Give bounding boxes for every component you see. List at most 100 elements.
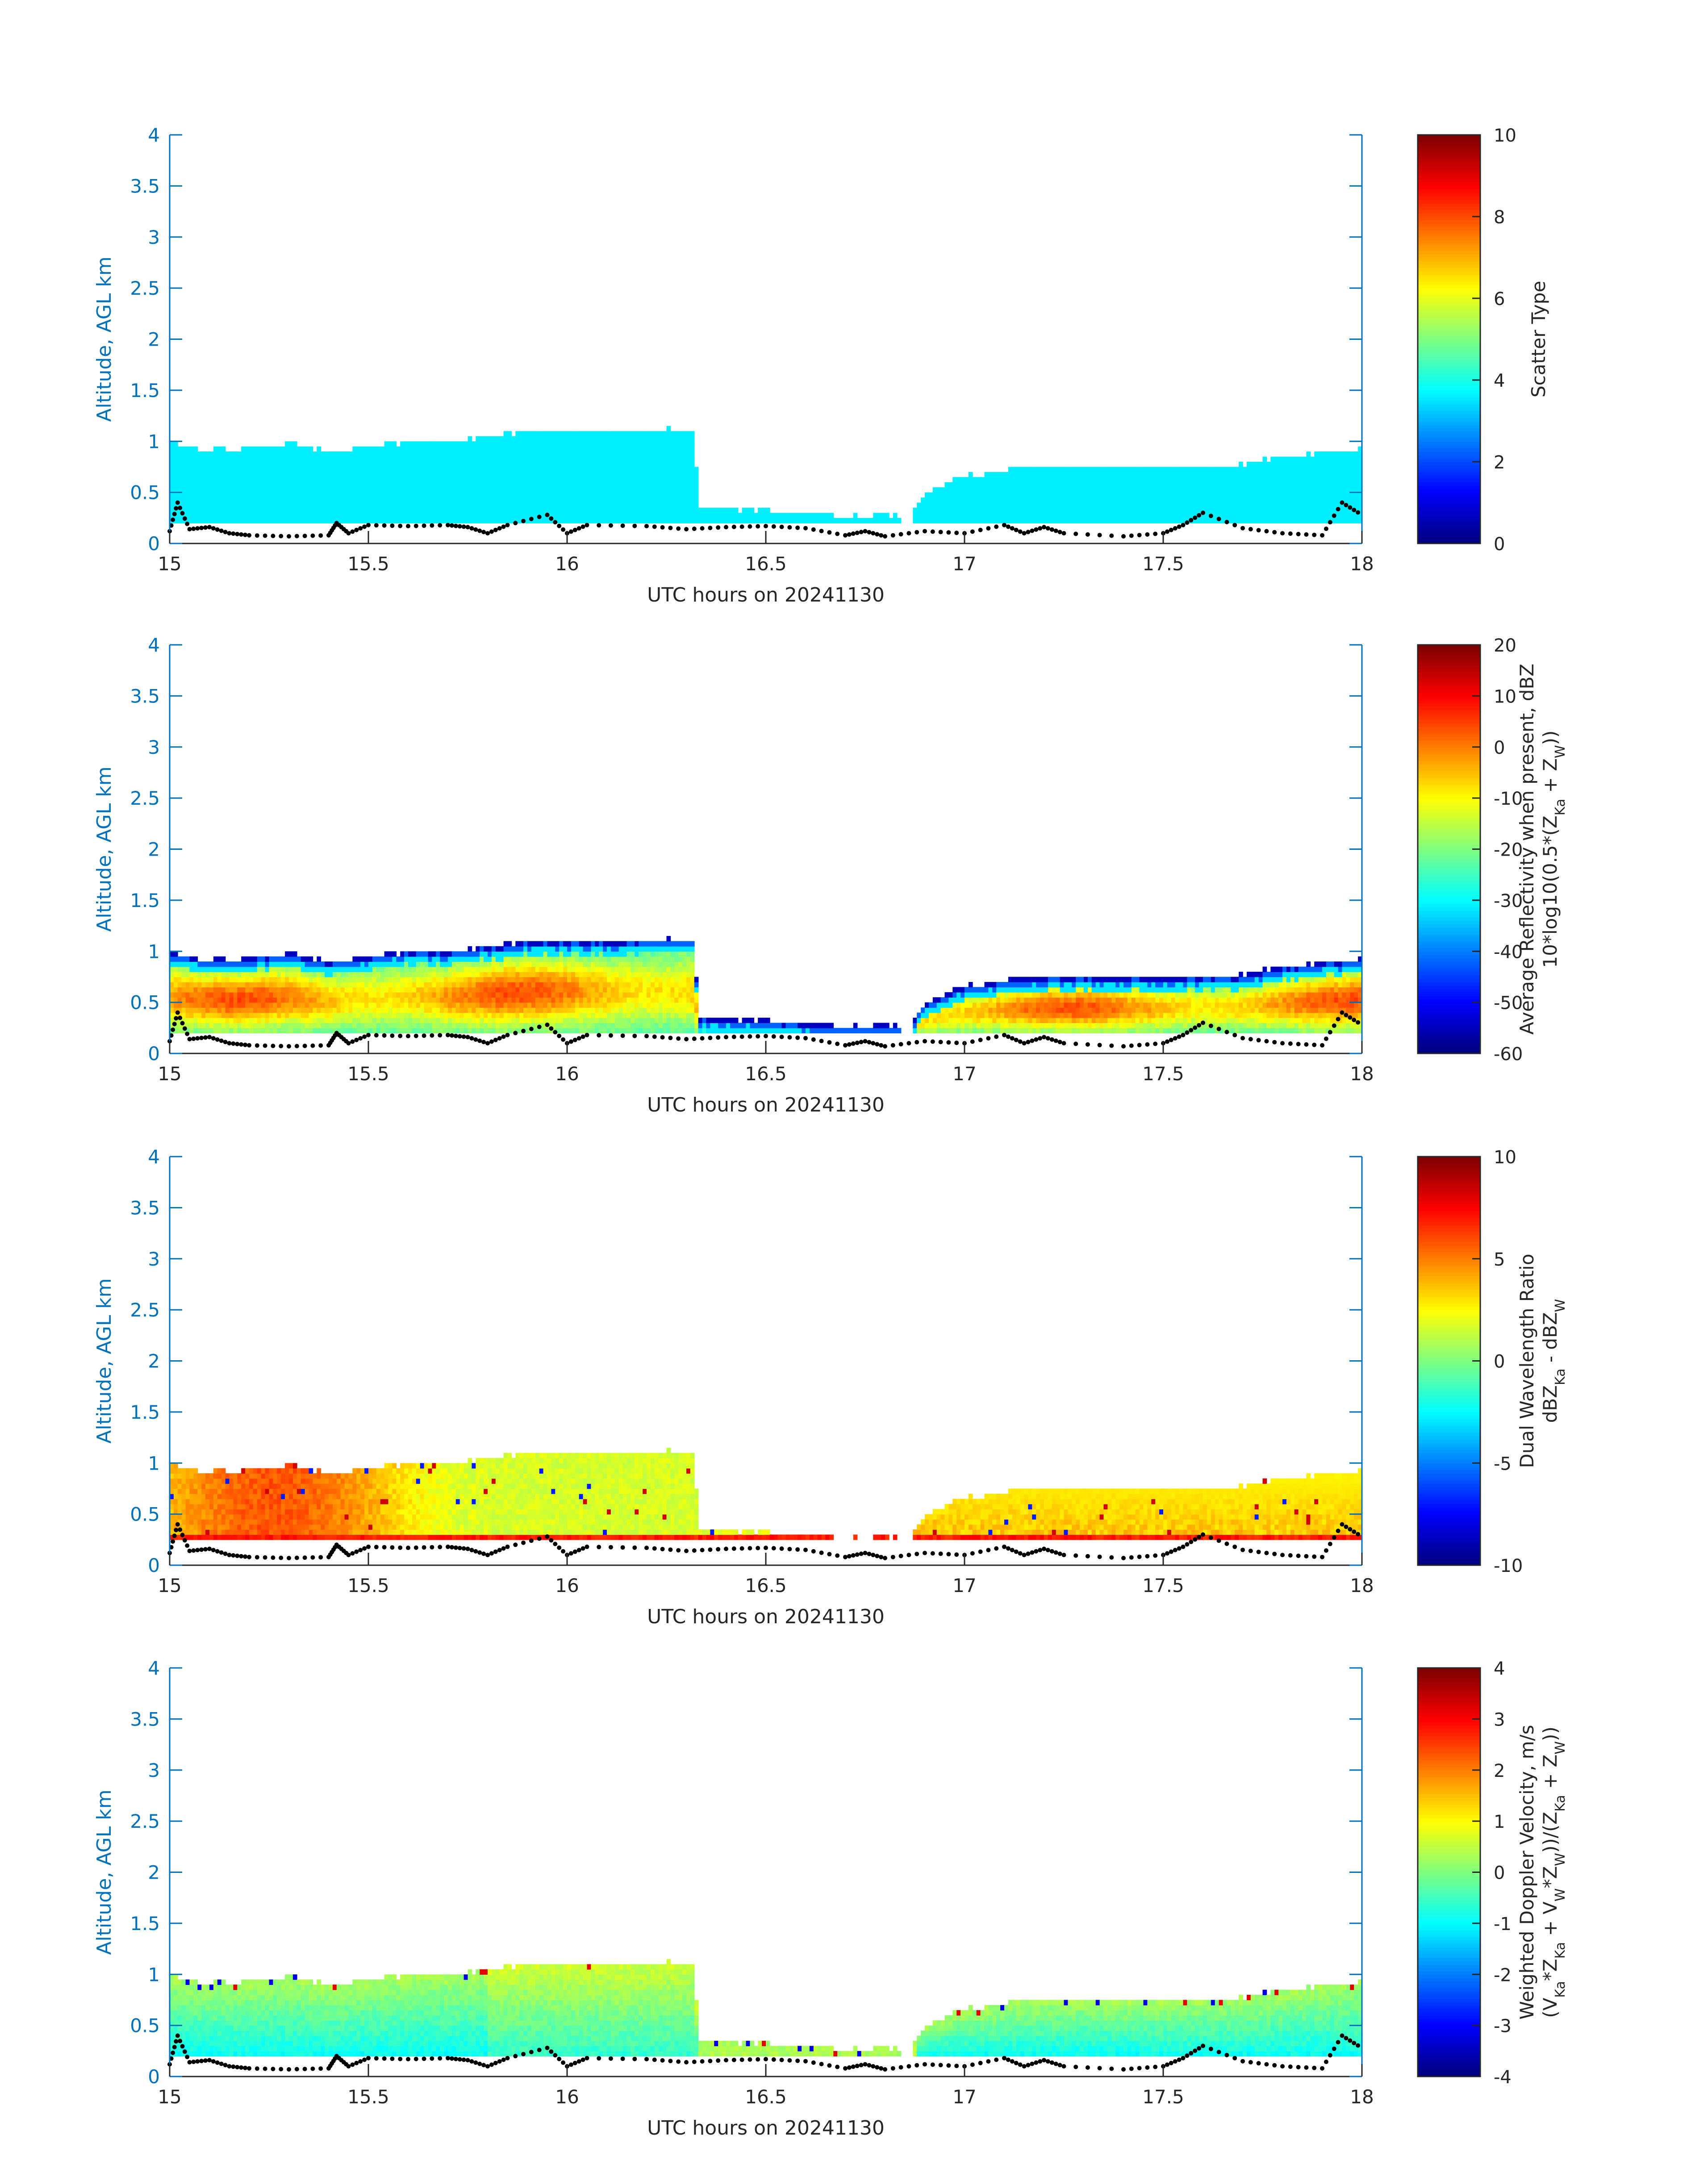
heatmap-cell [1183,482,1188,488]
heatmap-cell [1107,487,1112,493]
heatmap-cell [285,982,289,988]
heatmap-cell [356,972,361,978]
heatmap-cell [388,456,393,462]
heatmap-cell [444,1028,448,1033]
heatmap-cell [193,1028,198,1033]
heatmap-cell [710,507,715,514]
heatmap-cell [332,977,337,982]
heatmap-cell [233,502,238,508]
heatmap-cell [1175,487,1180,493]
heatmap-cell [408,477,413,483]
heatmap-cell [432,1017,437,1024]
heatmap-cell [631,446,635,452]
heatmap-cell [610,451,615,457]
heatmap-cell [1326,497,1331,503]
heatmap-cell [603,451,607,457]
heatmap-cell [440,1023,444,1028]
ground-dot [978,527,983,532]
heatmap-cell [245,1007,250,1013]
heatmap-cell [734,513,739,518]
ground-dot [271,534,276,539]
heatmap-cell [317,472,321,478]
heatmap-cell [654,431,659,437]
heatmap-cell [181,966,186,972]
heatmap-cell [380,446,385,452]
heatmap-cell [607,467,611,472]
heatmap-cell [1338,497,1343,503]
heatmap-cell [1107,502,1112,508]
heatmap-cell [1175,477,1180,483]
heatmap-cell [503,518,508,523]
heatmap-cell [1004,477,1009,483]
heatmap-cell [420,992,425,998]
heatmap-cell [1068,518,1073,523]
heatmap-cell [321,472,325,478]
heatmap-cell [952,482,957,488]
heatmap-cell [281,1002,285,1008]
heatmap-cell [309,513,313,518]
heatmap-cell [170,972,174,978]
heatmap-cell [603,441,607,447]
heatmap-cell [305,451,309,457]
heatmap-cell [571,477,576,483]
heatmap-cell [698,513,703,518]
ground-dot [1232,522,1237,527]
heatmap-cell [1191,492,1195,498]
heatmap-cell [392,987,397,993]
heatmap-cell [273,513,278,518]
heatmap-cell [972,518,977,523]
heatmap-cell [758,507,762,514]
heatmap-cell [368,987,373,993]
heatmap-cell [1342,472,1347,478]
heatmap-cell [424,462,429,468]
heatmap-cell [468,436,472,442]
heatmap-cell [392,956,397,962]
heatmap-cell [229,987,234,993]
heatmap-cell [643,456,647,462]
heatmap-cell [972,507,977,514]
heatmap-cell [1223,507,1228,514]
heatmap-cell [599,451,603,457]
heatmap-cell [360,446,365,452]
heatmap-cell [571,492,576,498]
heatmap-cell [1231,487,1235,493]
ground-dot [1073,531,1078,536]
heatmap-cell [666,441,671,447]
heatmap-cell [694,518,699,523]
heatmap-cell [610,462,615,468]
heatmap-cell [547,467,552,472]
heatmap-cell [313,977,317,982]
heatmap-cell [309,1023,313,1028]
heatmap-cell [245,1028,250,1033]
heatmap-cell [277,487,281,493]
heatmap-cell [1171,513,1176,518]
heatmap-cell [364,502,369,508]
heatmap-cell [1235,492,1239,498]
ground-dot [1324,526,1328,531]
heatmap-cell [289,1012,293,1018]
heatmap-cell [464,462,468,468]
heatmap-cell [233,961,238,967]
heatmap-cell [1314,487,1319,493]
ground-dot [382,523,387,528]
heatmap-cell [309,997,313,1003]
heatmap-cell [654,472,659,478]
heatmap-cell [221,992,226,998]
heatmap-cell [177,972,182,978]
heatmap-cell [1000,513,1005,518]
heatmap-cell [372,1023,377,1028]
heatmap-cell [1318,502,1323,508]
heatmap-cell [639,487,643,493]
heatmap-cell [432,1012,437,1018]
heatmap-cell [277,1012,281,1018]
heatmap-cell [1231,507,1235,514]
ground-dot [608,523,613,528]
heatmap-cell [1107,477,1112,483]
heatmap-cell [559,446,564,452]
heatmap-cell [965,482,969,488]
heatmap-cell [547,497,552,503]
heatmap-cell [567,477,572,483]
heatmap-cell [372,961,377,967]
heatmap-cell [555,451,560,457]
heatmap-cell [1139,467,1144,472]
